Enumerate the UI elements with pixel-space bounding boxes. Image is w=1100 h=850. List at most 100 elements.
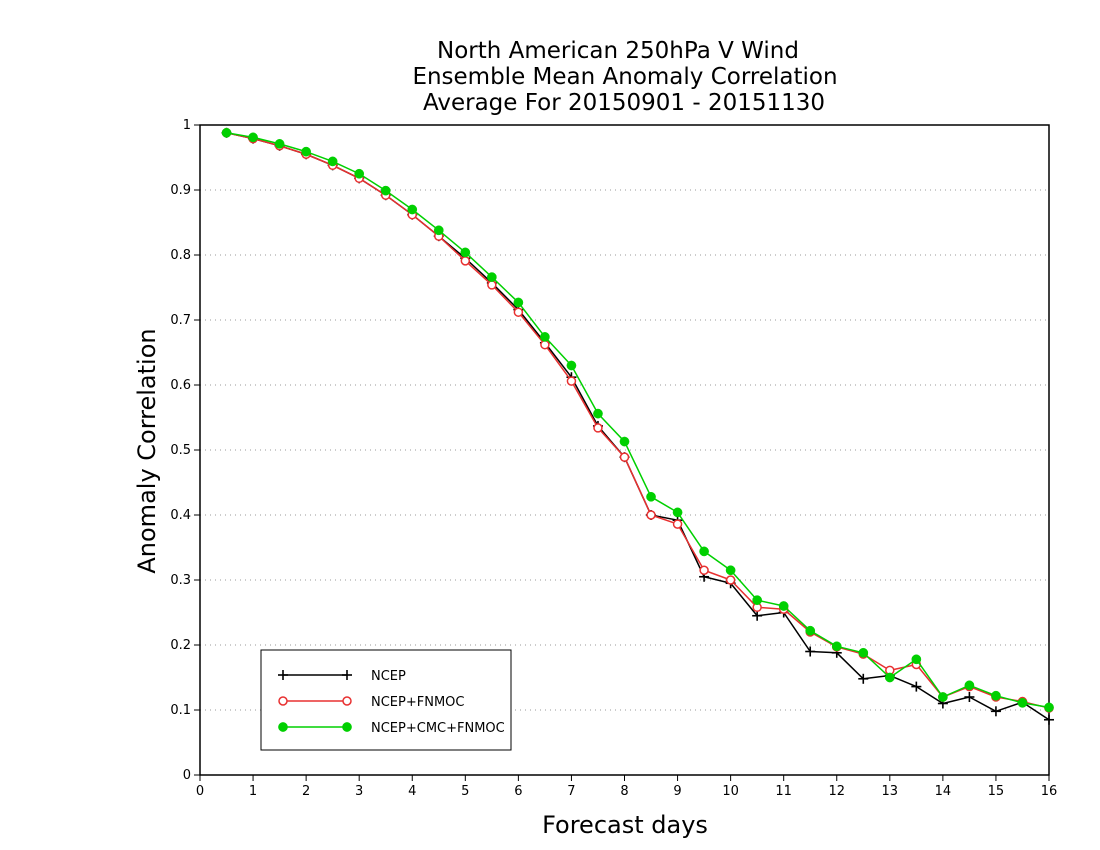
series-ncep (221, 127, 1054, 725)
data-point (540, 332, 550, 342)
data-point (911, 654, 922, 665)
legend-label: NCEP (371, 669, 406, 684)
legend-marker (278, 722, 288, 732)
data-point (725, 575, 736, 585)
x-tick-label: 6 (514, 784, 522, 799)
title-line-2: Ensemble Mean Anomaly Correlation (412, 64, 837, 90)
y-tick-label: 0.8 (170, 248, 191, 263)
data-point (964, 680, 975, 691)
data-point (884, 672, 895, 683)
x-tick-label: 13 (882, 784, 899, 799)
data-point (619, 452, 630, 462)
y-axis-title: Anomaly Correlation (133, 328, 161, 573)
legend-marker (342, 696, 352, 706)
data-point (487, 280, 497, 290)
data-point (1044, 714, 1054, 725)
legend-label: NCEP+FNMOC (371, 695, 464, 710)
data-point (964, 692, 975, 702)
y-tick-label: 0.7 (170, 313, 191, 328)
data-point (327, 156, 338, 167)
legend-marker (278, 670, 288, 680)
data-point (433, 225, 444, 236)
data-point (513, 297, 524, 308)
data-point (646, 491, 656, 502)
x-tick-label: 9 (673, 784, 681, 799)
data-point (646, 510, 656, 520)
data-point (460, 256, 471, 266)
y-tick-label: 0.6 (170, 378, 191, 393)
data-point (380, 185, 391, 196)
data-point (593, 423, 603, 433)
x-tick-label: 0 (196, 784, 204, 799)
y-tick-label: 0.5 (170, 443, 191, 458)
x-tick-label: 15 (988, 784, 1005, 799)
y-tick-label: 0.3 (170, 573, 191, 588)
data-point (805, 646, 816, 657)
legend-label: NCEP+CMC+FNMOC (371, 721, 505, 736)
x-tick-label: 10 (722, 784, 739, 799)
data-point (752, 610, 763, 621)
y-tick-label: 0.2 (170, 638, 191, 653)
data-point (858, 647, 869, 658)
y-tick-label: 0.1 (170, 703, 191, 718)
data-point (513, 307, 524, 317)
data-point (1017, 698, 1028, 708)
data-point (301, 146, 311, 157)
title-line-3: Average For 20150901 - 20151130 (423, 90, 825, 116)
data-point (752, 595, 763, 606)
data-point (566, 360, 577, 371)
title-line-1: North American 250hPa V Wind (437, 38, 799, 64)
data-point (778, 601, 789, 611)
data-point (805, 625, 816, 636)
x-tick-label: 14 (935, 784, 952, 799)
legend-marker (278, 696, 288, 706)
x-tick-label: 3 (355, 784, 363, 799)
data-point (725, 565, 736, 576)
y-tick-label: 0.9 (170, 183, 191, 198)
x-axis-title: Forecast days (542, 811, 708, 839)
series-ncep-cmc-fnmoc (221, 127, 1054, 713)
data-point (672, 519, 683, 529)
legend-marker (342, 670, 352, 680)
data-point (911, 681, 922, 692)
data-point (566, 376, 577, 386)
y-tick-label: 1 (183, 118, 191, 133)
data-point (460, 247, 471, 258)
x-tick-label: 8 (620, 784, 628, 799)
x-tick-label: 2 (302, 784, 310, 799)
x-tick-label: 5 (461, 784, 469, 799)
data-point (938, 692, 948, 702)
legend-entry: NCEP+CMC+FNMOC (278, 721, 505, 736)
y-tick-label: 0 (183, 768, 191, 783)
data-point (858, 673, 869, 684)
data-point (699, 546, 709, 557)
data-point (274, 139, 285, 149)
data-point (831, 641, 842, 652)
data-point (619, 436, 630, 447)
data-point (593, 408, 603, 419)
data-point (354, 168, 365, 179)
data-point (990, 706, 1001, 717)
x-tick-label: 7 (567, 784, 575, 799)
series-ncep-fnmoc (221, 128, 1054, 713)
axes: 00.10.20.30.40.50.60.70.80.910 1 2 3 4 5 6 7 8 9 1… (170, 118, 1057, 799)
x-tick-label: 4 (408, 784, 416, 799)
legend-entry: NCEP+FNMOC (278, 695, 464, 710)
x-tick-label: 11 (775, 784, 792, 799)
legend-box (260, 649, 512, 751)
data-point (486, 272, 497, 282)
series-line (226, 132, 1050, 709)
x-tick-label: 12 (828, 784, 845, 799)
data-point (699, 565, 709, 575)
data-point (248, 132, 258, 143)
data-point (221, 127, 232, 138)
series-line (226, 132, 1050, 721)
data-point (991, 690, 1001, 701)
grid (200, 189, 1049, 711)
data-point (540, 339, 550, 350)
data-point (407, 204, 418, 215)
chart-title: North American 250hPa V Wind Ensemble Me… (412, 38, 837, 116)
legend-marker (342, 722, 352, 732)
